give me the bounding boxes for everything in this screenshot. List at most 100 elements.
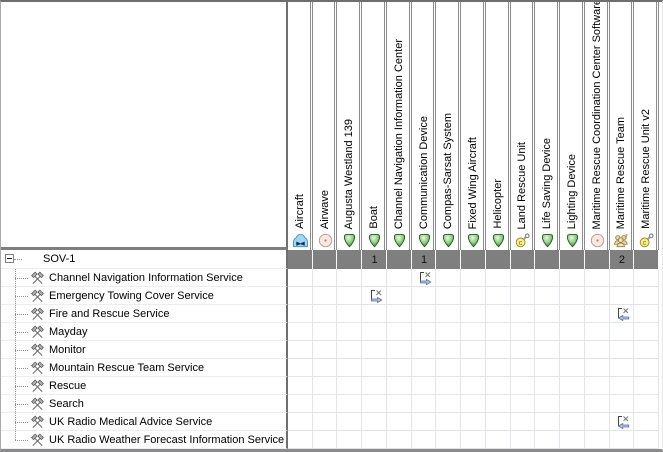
tree-item-rescue[interactable]: Rescue: [1, 377, 288, 395]
matrix-cell[interactable]: [560, 287, 585, 305]
matrix-cell[interactable]: [560, 323, 585, 341]
matrix-cell[interactable]: [461, 341, 486, 359]
collapse-toggle-icon[interactable]: [5, 254, 14, 263]
matrix-cell[interactable]: [386, 287, 412, 305]
matrix-cell[interactable]: [436, 413, 462, 431]
matrix-cell[interactable]: [436, 341, 462, 359]
matrix-cell[interactable]: [510, 377, 536, 395]
matrix-cell[interactable]: [609, 269, 635, 287]
matrix-cell[interactable]: [461, 305, 486, 323]
matrix-cell[interactable]: [535, 431, 561, 449]
matrix-cell[interactable]: [560, 377, 585, 395]
matrix-cell[interactable]: [411, 413, 437, 431]
tree-item-sov-1[interactable]: SOV-1: [1, 250, 288, 269]
matrix-cell[interactable]: [510, 305, 536, 323]
matrix-cell[interactable]: [337, 413, 363, 431]
matrix-cell[interactable]: [312, 269, 338, 287]
column-header-airwave[interactable]: Airwave: [312, 2, 338, 250]
matrix-cell[interactable]: [362, 431, 387, 449]
matrix-cell[interactable]: [288, 341, 313, 359]
matrix-cell[interactable]: [560, 269, 585, 287]
column-header-lighting-device[interactable]: Lighting Device: [560, 2, 585, 250]
column-header-aircraft[interactable]: Aircraft: [288, 2, 313, 250]
matrix-cell[interactable]: [634, 341, 659, 359]
matrix-cell[interactable]: [411, 341, 437, 359]
matrix-cell[interactable]: [485, 377, 511, 395]
matrix-cell[interactable]: [510, 323, 536, 341]
matrix-cell[interactable]: [362, 395, 387, 413]
matrix-cell[interactable]: [312, 431, 338, 449]
matrix-cell[interactable]: [362, 323, 387, 341]
matrix-cell[interactable]: [386, 413, 412, 431]
matrix-cell[interactable]: [436, 305, 462, 323]
tree-item-search[interactable]: Search: [1, 395, 288, 413]
matrix-cell[interactable]: [461, 431, 486, 449]
matrix-cell[interactable]: [411, 377, 437, 395]
matrix-cell[interactable]: [535, 341, 561, 359]
matrix-cell[interactable]: [634, 395, 659, 413]
matrix-cell[interactable]: [584, 413, 610, 431]
matrix-cell[interactable]: [609, 377, 635, 395]
tree-item-uk-radio-medical-advice-service[interactable]: UK Radio Medical Advice Service: [1, 413, 288, 431]
matrix-cell[interactable]: [485, 287, 511, 305]
matrix-cell[interactable]: [461, 269, 486, 287]
matrix-cell[interactable]: [634, 431, 659, 449]
matrix-cell[interactable]: [584, 431, 610, 449]
tree-item-mountain-rescue-team-service[interactable]: Mountain Rescue Team Service: [1, 359, 288, 377]
matrix-cell[interactable]: [634, 359, 659, 377]
matrix-cell[interactable]: [288, 305, 313, 323]
matrix-cell[interactable]: [288, 287, 313, 305]
matrix-cell[interactable]: [411, 269, 437, 287]
matrix-cell[interactable]: [386, 323, 412, 341]
matrix-cell[interactable]: [584, 377, 610, 395]
matrix-cell[interactable]: [362, 269, 387, 287]
matrix-cell[interactable]: [634, 269, 659, 287]
matrix-cell[interactable]: [312, 359, 338, 377]
column-header-augusta-westland-139[interactable]: Augusta Westland 139: [337, 2, 363, 250]
column-header-land-rescue-unit[interactable]: Land Rescue Unit c: [510, 2, 536, 250]
matrix-cell[interactable]: [337, 269, 363, 287]
matrix-cell[interactable]: [584, 287, 610, 305]
matrix-cell[interactable]: [337, 359, 363, 377]
matrix-cell[interactable]: [461, 413, 486, 431]
column-header-life-saving-device[interactable]: Life Saving Device: [535, 2, 561, 250]
matrix-cell[interactable]: [411, 431, 437, 449]
matrix-cell[interactable]: [535, 395, 561, 413]
matrix-cell[interactable]: [535, 377, 561, 395]
matrix-cell[interactable]: [485, 269, 511, 287]
matrix-cell[interactable]: [560, 413, 585, 431]
matrix-cell[interactable]: [436, 287, 462, 305]
matrix-cell[interactable]: [634, 323, 659, 341]
column-header-boat[interactable]: Boat: [362, 2, 387, 250]
matrix-cell[interactable]: [436, 377, 462, 395]
matrix-cell[interactable]: [288, 431, 313, 449]
matrix-cell[interactable]: [337, 431, 363, 449]
matrix-cell[interactable]: [436, 431, 462, 449]
matrix-cell[interactable]: [362, 341, 387, 359]
matrix-cell[interactable]: [609, 359, 635, 377]
tree-item-channel-navigation-information-service[interactable]: Channel Navigation Information Service: [1, 269, 288, 287]
column-header-maritime-rescue-team[interactable]: Maritime Rescue Team: [609, 2, 635, 250]
matrix-cell[interactable]: [510, 359, 536, 377]
matrix-cell[interactable]: [461, 359, 486, 377]
matrix-cell[interactable]: [535, 413, 561, 431]
matrix-cell[interactable]: [609, 413, 635, 431]
matrix-cell[interactable]: [461, 287, 486, 305]
matrix-cell[interactable]: [288, 359, 313, 377]
matrix-cell[interactable]: [634, 377, 659, 395]
matrix-cell[interactable]: [535, 269, 561, 287]
matrix-cell[interactable]: [609, 323, 635, 341]
matrix-cell[interactable]: [485, 359, 511, 377]
matrix-cell[interactable]: [535, 323, 561, 341]
matrix-cell[interactable]: [411, 305, 437, 323]
matrix-cell[interactable]: [386, 359, 412, 377]
matrix-cell[interactable]: [560, 359, 585, 377]
matrix-cell[interactable]: [337, 341, 363, 359]
column-header-maritime-rescue-unit-v2[interactable]: Maritime Rescue Unit v2 c: [634, 2, 659, 250]
matrix-cell[interactable]: [584, 359, 610, 377]
tree-item-emergency-towing-cover-service[interactable]: Emergency Towing Cover Service: [1, 287, 288, 305]
matrix-cell[interactable]: [535, 305, 561, 323]
tree-item-uk-radio-weather-forecast-information-service[interactable]: UK Radio Weather Forecast Information Se…: [1, 431, 288, 449]
matrix-cell[interactable]: [485, 413, 511, 431]
matrix-cell[interactable]: [411, 287, 437, 305]
